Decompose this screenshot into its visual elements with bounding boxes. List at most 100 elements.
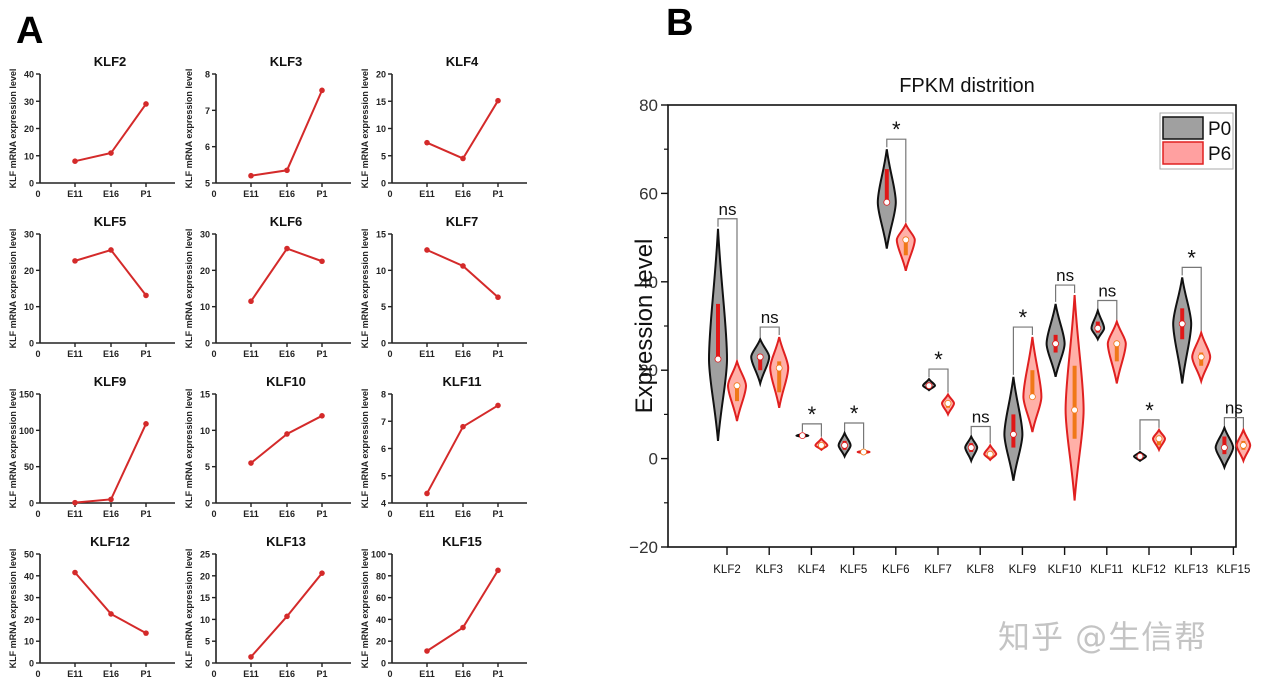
y-axis-label: Expression level [631, 239, 658, 414]
subplot-title: KLF7 [446, 214, 479, 229]
subplot-klf12: KLF12 0 10 20 30 40 50 0 E11 E16 P1 KLF mRNA expres… [8, 534, 175, 679]
significance-bracket [717, 218, 738, 360]
data-point [284, 431, 290, 437]
y-tick-label: 5 [381, 151, 386, 161]
significance-bracket [1055, 284, 1076, 302]
subplot-title: KLF11 [442, 374, 481, 389]
x-tick-label: E16 [279, 349, 295, 359]
median-dot-p6 [733, 382, 741, 390]
median-dot-p0 [798, 432, 806, 440]
y-tick-label: 6 [205, 142, 210, 152]
data-point [108, 496, 114, 503]
violin-group-klf3: ns [750, 308, 790, 408]
x-tick-label: P1 [316, 509, 327, 519]
y-tick-label: 10 [376, 266, 386, 276]
subplot-klf3: KLF3 5 6 7 8 0 E11 E16 P1 KLF mRNA expression lev… [184, 54, 351, 199]
x-tick-label: E16 [279, 669, 295, 679]
y-tick-label: 30 [24, 593, 34, 603]
significance-bracket [759, 326, 780, 338]
y-axis-label: KLF mRNA expression level [8, 549, 18, 669]
y-tick-label: 0 [205, 499, 210, 509]
violin-group-klf4: * [795, 402, 829, 452]
data-point [108, 247, 114, 253]
subplot-title: KLF10 [266, 374, 306, 389]
data-point [460, 155, 466, 162]
x-origin-label: 0 [387, 189, 392, 199]
subplot-title: KLF15 [442, 534, 482, 549]
x-tick-label: E11 [67, 669, 83, 679]
y-tick-label: 0 [381, 339, 386, 349]
data-point [424, 648, 430, 654]
data-point [460, 624, 466, 631]
y-tick-label: 40 [639, 273, 658, 292]
x-tick-label: P1 [492, 189, 503, 199]
y-tick-label: 8 [381, 390, 386, 400]
y-tick-label: 5 [205, 637, 210, 647]
x-tick-label: E16 [455, 509, 471, 519]
y-axis-label: KLF mRNA expression level [184, 69, 194, 189]
median-dot-p0 [1094, 324, 1102, 332]
violin-group-klf13: * [1172, 245, 1212, 385]
data-point [424, 139, 430, 146]
x-origin-label: 0 [211, 669, 216, 679]
y-tick-label: 0 [29, 499, 34, 509]
significance-bracket [886, 138, 907, 223]
y-tick-label: 15 [376, 230, 386, 240]
x-tick-label: E16 [103, 349, 119, 359]
violin-group-klf6: * [876, 117, 916, 271]
x-tick-label: P1 [492, 669, 503, 679]
y-axis-label: KLF mRNA expression level [184, 229, 194, 349]
data-point [143, 101, 149, 107]
x-tick-label: E16 [103, 189, 119, 199]
data-point [108, 150, 114, 156]
violin-group-klf11: ns [1090, 282, 1127, 384]
y-tick-label: 20 [24, 124, 34, 134]
subplot-klf2: KLF2 0 10 20 30 40 0 E11 E16 P1 KLF mRNA expressio… [8, 54, 175, 199]
y-tick-label: 10 [200, 302, 210, 312]
x-tick-label: E16 [103, 669, 119, 679]
median-dot-p0 [1052, 340, 1060, 348]
y-tick-label: 15 [200, 593, 210, 603]
y-tick-label: 0 [381, 659, 386, 669]
data-point [72, 158, 78, 164]
violin-group-klf7: * [921, 347, 956, 417]
subplot-title: KLF5 [94, 214, 127, 229]
violin-group-klf8: ns [964, 408, 998, 464]
significance-label: ns [761, 308, 779, 327]
y-tick-label: 20 [24, 266, 34, 276]
y-axis-label: KLF mRNA expression level [8, 229, 18, 349]
median-dot-p0 [967, 444, 975, 451]
median-dot-p6 [1113, 340, 1121, 348]
x-tick-label: KLF4 [798, 564, 826, 576]
subplot-klf10: KLF10 0 5 10 15 0 E11 E16 P1 KLF mRNA expression … [184, 374, 351, 519]
y-tick-label: 100 [19, 426, 34, 436]
series-line [250, 414, 323, 464]
x-origin-label: 0 [387, 349, 392, 359]
subplot-title: KLF9 [94, 374, 127, 389]
series-line [250, 89, 323, 177]
x-tick-label: E11 [419, 669, 435, 679]
x-tick-label: KLF13 [1174, 564, 1208, 576]
significance-label: ns [972, 408, 990, 427]
y-tick-label: 80 [376, 571, 386, 581]
median-dot-p0 [1178, 320, 1186, 328]
subplot-klf13: KLF13 0 5 10 15 20 25 0 E11 E16 P1 KLF mRNA express… [184, 534, 351, 679]
x-tick-label: E11 [243, 349, 259, 359]
data-point [284, 613, 290, 620]
significance-label: * [1145, 398, 1154, 423]
y-tick-label: 7 [381, 417, 386, 427]
y-tick-label: 100 [371, 550, 386, 560]
y-tick-label: 60 [639, 184, 658, 203]
significance-label: * [850, 401, 859, 426]
x-tick-label: E11 [419, 509, 435, 519]
y-tick-label: 10 [24, 151, 34, 161]
significance-bracket [1097, 299, 1118, 320]
y-tick-label: 20 [200, 266, 210, 276]
x-origin-label: 0 [387, 669, 392, 679]
y-tick-label: 40 [24, 70, 34, 80]
subplot-klf7: KLF7 0 5 10 15 0 E11 E16 P1 KLF mRNA expression l… [360, 214, 527, 359]
y-tick-label: 40 [376, 615, 386, 625]
series-line [426, 404, 499, 494]
